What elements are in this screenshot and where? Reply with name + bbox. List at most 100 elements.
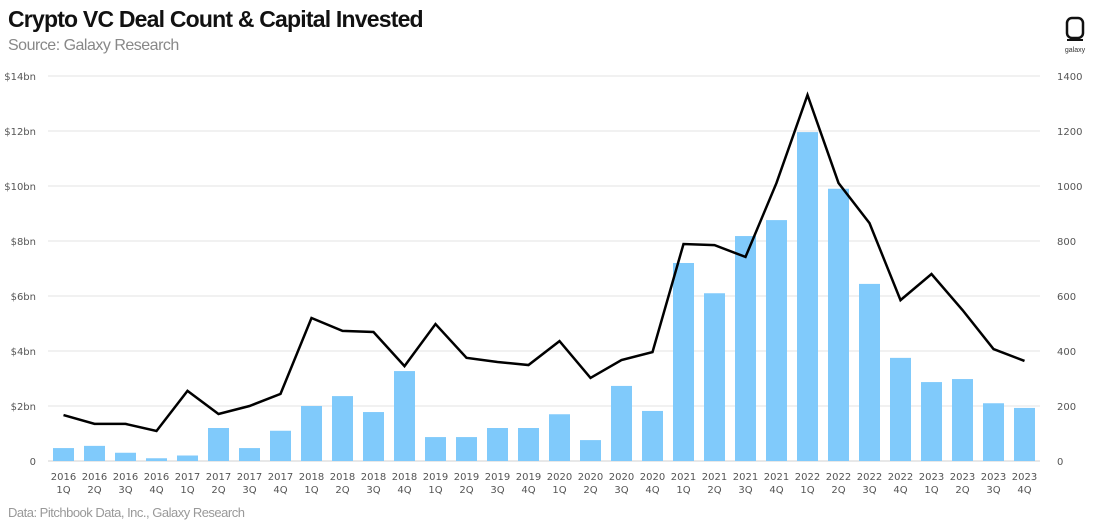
left-axis-tick: $12bn [4,127,36,138]
left-axis-tick: $4bn [11,347,36,358]
x-tick-quarter: 4Q [273,485,287,496]
bar [84,445,105,461]
x-tick-year: 2017 [206,472,231,483]
x-tick-year: 2018 [330,472,355,483]
left-axis-tick: $8bn [11,237,36,248]
x-tick-year: 2016 [144,472,169,483]
chart-footer: Data: Pitchbook Data, Inc., Galaxy Resea… [8,505,245,520]
logo-text: galaxy [1064,47,1086,54]
bar [1014,407,1035,461]
left-axis-tick: $2bn [11,402,36,413]
right-axis-tick: 600 [1057,292,1076,303]
galaxy-logo: galaxy [1060,16,1090,54]
bar [394,371,415,461]
x-tick-quarter: 4Q [149,485,163,496]
x-tick-quarter: 4Q [893,485,907,496]
x-tick-year: 2020 [578,472,603,483]
x-tick-year: 2019 [485,472,510,483]
x-tick-quarter: 2Q [583,485,597,496]
bar [518,428,539,461]
x-tick-year: 2022 [826,472,851,483]
x-tick-quarter: 3Q [118,485,132,496]
x-tick-year: 2019 [516,472,541,483]
bar [952,379,973,461]
x-tick-year: 2017 [268,472,293,483]
x-tick-year: 2018 [299,472,324,483]
right-axis-tick: 800 [1057,237,1076,248]
x-tick-quarter: 3Q [242,485,256,496]
x-tick-quarter: 2Q [707,485,721,496]
bar [580,440,601,461]
x-tick-year: 2020 [609,472,634,483]
x-tick-quarter: 1Q [56,485,70,496]
right-axis-tick: 1200 [1057,127,1082,138]
x-tick-quarter: 3Q [862,485,876,496]
x-tick-year: 2021 [702,472,727,483]
x-tick-quarter: 1Q [924,485,938,496]
x-tick-quarter: 3Q [614,485,628,496]
galaxy-logo-icon [1065,16,1085,41]
x-tick-quarter: 2Q [459,485,473,496]
bar [425,437,446,461]
x-tick-year: 2023 [950,472,975,483]
x-tick-quarter: 1Q [676,485,690,496]
bar [363,412,384,461]
x-tick-quarter: 3Q [366,485,380,496]
x-tick-quarter: 2Q [335,485,349,496]
bar [146,458,167,461]
x-tick-year: 2020 [640,472,665,483]
bar [890,357,911,461]
x-tick-year: 2023 [919,472,944,483]
x-tick-year: 2021 [671,472,696,483]
bar [704,293,725,461]
bar [766,220,787,461]
x-tick-year: 2023 [1012,472,1037,483]
x-tick-quarter: 1Q [304,485,318,496]
x-tick-year: 2019 [454,472,479,483]
left-axis-tick: $14bn [4,72,36,83]
bar [797,132,818,461]
x-tick-year: 2020 [547,472,572,483]
right-axis-tick: 400 [1057,347,1076,358]
bar [456,437,477,461]
right-axis-tick: 1000 [1057,182,1082,193]
x-tick-quarter: 1Q [800,485,814,496]
bar [239,448,260,461]
bar [828,188,849,461]
x-tick-year: 2021 [733,472,758,483]
bar [115,452,136,461]
x-tick-quarter: 3Q [986,485,1000,496]
right-axis-tick: 200 [1057,402,1076,413]
x-tick-year: 2022 [888,472,913,483]
x-tick-quarter: 3Q [738,485,752,496]
bar [53,448,74,461]
right-axis-tick: 1400 [1057,72,1082,83]
x-tick-quarter: 2Q [831,485,845,496]
bar [642,410,663,461]
bar [921,382,942,461]
left-axis-tick: 0 [30,457,36,468]
bar [487,428,508,461]
bar [859,283,880,461]
x-tick-quarter: 4Q [1017,485,1031,496]
left-axis-tick: $6bn [11,292,36,303]
x-tick-year: 2021 [764,472,789,483]
x-tick-year: 2016 [82,472,107,483]
x-tick-year: 2019 [423,472,448,483]
x-tick-year: 2023 [981,472,1006,483]
bar [611,385,632,461]
right-axis-tick: 0 [1057,457,1063,468]
chart-title: Crypto VC Deal Count & Capital Invested [8,6,424,32]
bar [270,430,291,461]
x-tick-year: 2016 [51,472,76,483]
x-tick-year: 2022 [795,472,820,483]
x-tick-quarter: 1Q [552,485,566,496]
x-tick-quarter: 1Q [428,485,442,496]
x-tick-year: 2018 [361,472,386,483]
x-tick-quarter: 1Q [180,485,194,496]
chart-subtitle: Source: Galaxy Research [8,37,179,54]
bar [983,403,1004,461]
x-tick-quarter: 4Q [645,485,659,496]
bar [549,414,570,461]
